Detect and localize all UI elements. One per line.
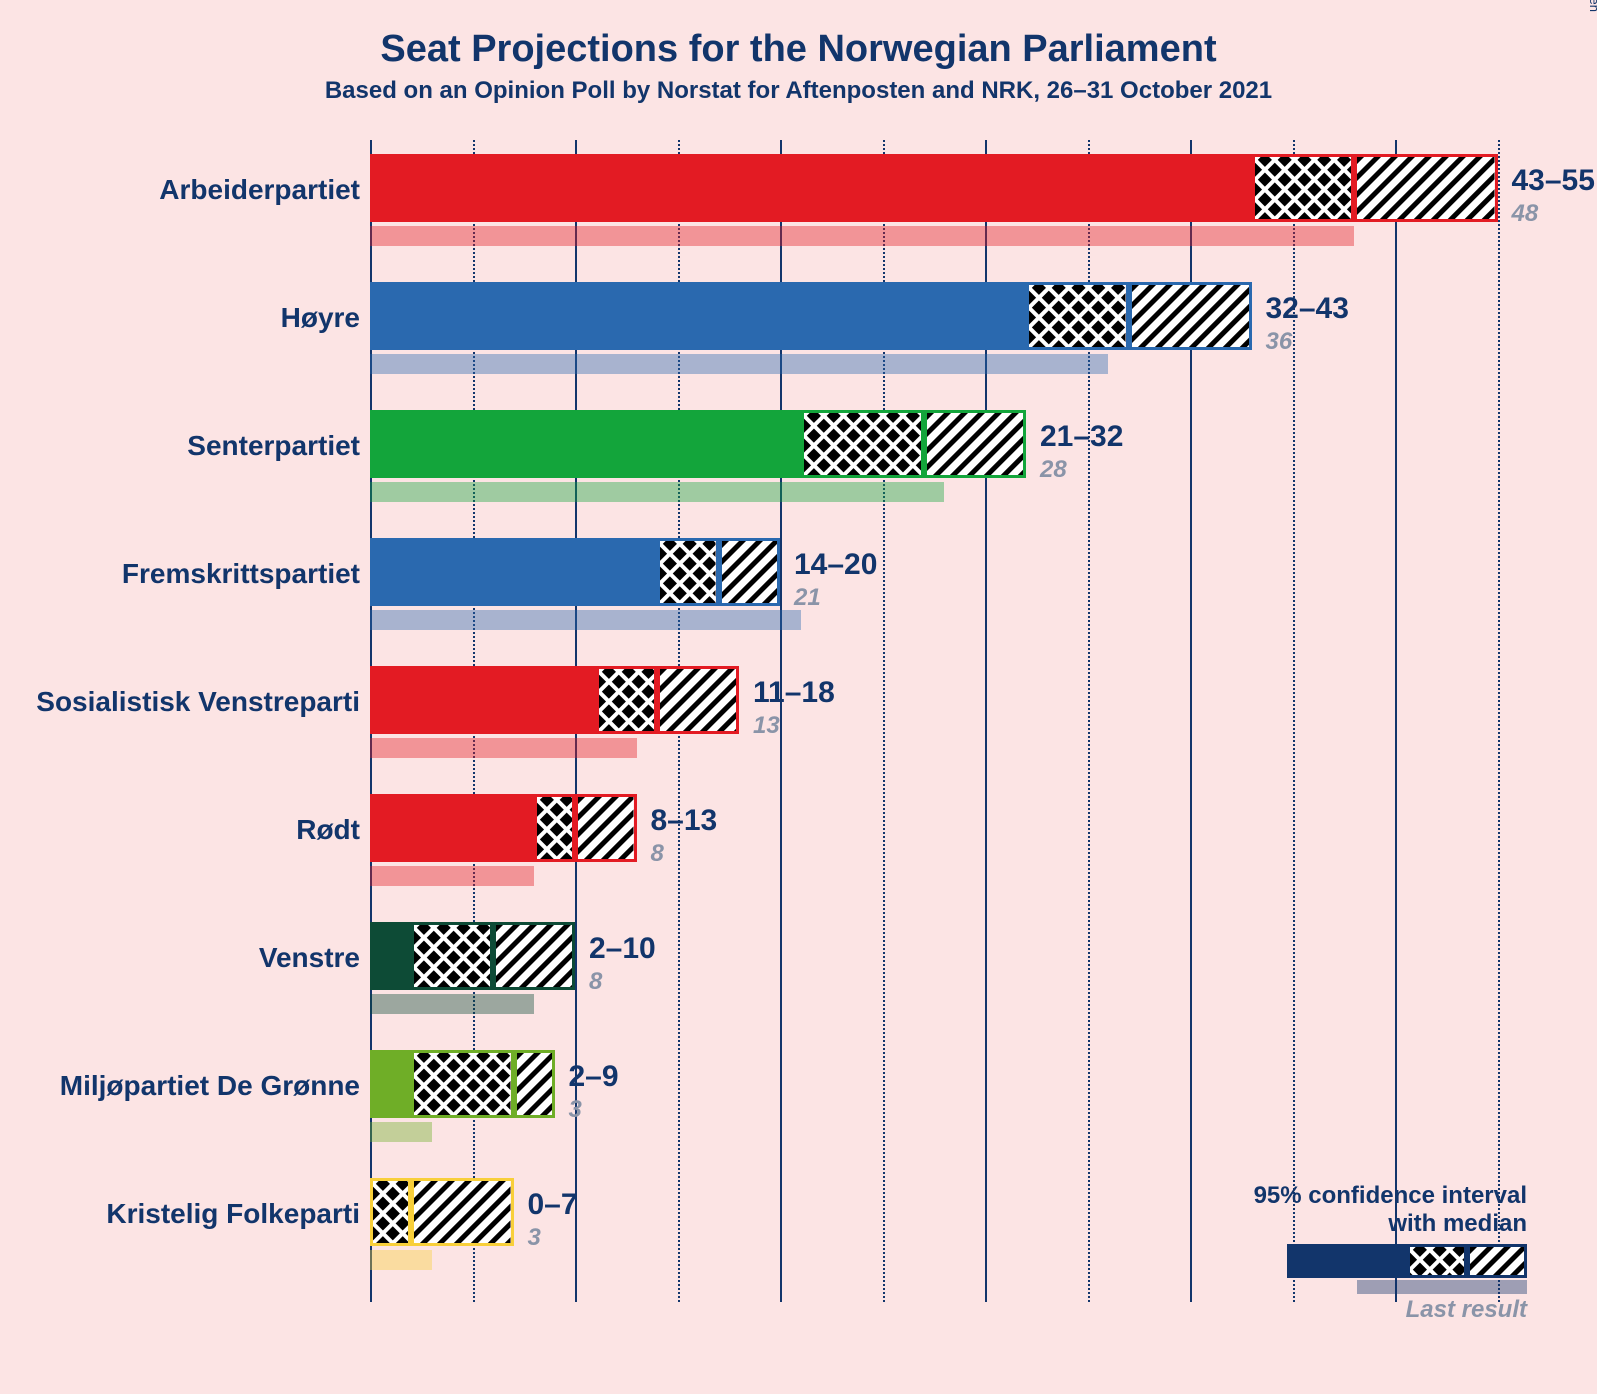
legend: 95% confidence interval with median Last…: [1254, 1182, 1527, 1324]
last-label: 8: [589, 968, 602, 996]
bar-ci-low: [370, 410, 801, 478]
party-row: Arbeiderpartiet 43–5548: [0, 150, 1597, 260]
bar-ci-low: [370, 922, 411, 990]
bar-diag: [514, 1050, 555, 1118]
last-label: 48: [1512, 200, 1539, 228]
bar-ci-low: [370, 538, 657, 606]
legend-bar-last: [1357, 1280, 1527, 1294]
bar-last-result: [370, 994, 534, 1014]
party-label: Arbeiderpartiet: [159, 174, 360, 206]
party-label: Kristelig Folkeparti: [106, 1198, 360, 1230]
party-row: Fremskrittspartiet 14–2021: [0, 534, 1597, 644]
last-label: 13: [753, 712, 780, 740]
range-label: 0–7: [528, 1188, 578, 1222]
range-label: 2–10: [589, 932, 656, 966]
range-label: 43–55: [1512, 164, 1595, 198]
bar-diag: [719, 538, 781, 606]
bar-diag: [1467, 1244, 1527, 1278]
party-label: Rødt: [296, 814, 360, 846]
bar-ci-low: [370, 282, 1026, 350]
credit-text: © 2025 Filip van Laenen: [1587, 0, 1597, 12]
party-label: Senterpartiet: [187, 430, 360, 462]
page-subtitle: Based on an Opinion Poll by Norstat for …: [0, 77, 1597, 105]
bar-ci-low: [370, 794, 534, 862]
bar-ci-low: [370, 1050, 411, 1118]
party-label: Høyre: [281, 302, 360, 334]
last-label: 21: [794, 584, 821, 612]
party-row: Høyre 32–4336: [0, 278, 1597, 388]
bar-last-result: [370, 866, 534, 886]
bar-cross: [370, 1178, 411, 1246]
bar-last-result: [370, 482, 944, 502]
bar-cross: [1407, 1244, 1467, 1278]
range-label: 32–43: [1266, 292, 1349, 326]
party-row: Senterpartiet 21–3228: [0, 406, 1597, 516]
bar-cross: [1026, 282, 1129, 350]
party-label: Sosialistisk Venstreparti: [36, 686, 360, 718]
legend-sample: [1287, 1244, 1527, 1294]
range-label: 21–32: [1040, 420, 1123, 454]
party-label: Miljøpartiet De Grønne: [60, 1070, 360, 1102]
party-label: Venstre: [259, 942, 360, 974]
legend-last-label: Last result: [1254, 1296, 1527, 1324]
bar-last-result: [370, 226, 1354, 246]
range-label: 8–13: [651, 804, 718, 838]
bar-diag: [1129, 282, 1252, 350]
bar-ci-low: [370, 666, 596, 734]
bar-cross: [411, 922, 493, 990]
range-label: 11–18: [753, 676, 835, 710]
party-row: Venstre 2–108: [0, 918, 1597, 1028]
bar-cross: [657, 538, 719, 606]
party-row: Miljøpartiet De Grønne 2–93: [0, 1046, 1597, 1156]
bar-last-result: [370, 610, 801, 630]
bar-last-result: [370, 1122, 432, 1142]
bar-last-result: [370, 354, 1108, 374]
bar-diag: [1354, 154, 1498, 222]
bar-cross: [596, 666, 658, 734]
bar-diag: [493, 922, 575, 990]
legend-bar-solid: [1287, 1244, 1407, 1278]
last-label: 3: [569, 1096, 582, 1124]
bar-diag: [575, 794, 637, 862]
range-label: 14–20: [794, 548, 877, 582]
bar-diag: [411, 1178, 514, 1246]
last-label: 28: [1040, 456, 1067, 484]
bar-diag: [657, 666, 739, 734]
seat-projection-chart: Arbeiderpartiet 43–5548 Høyre 32–4336 Senter…: [0, 140, 1597, 1340]
bar-cross: [534, 794, 575, 862]
bar-cross: [801, 410, 924, 478]
legend-line2: with median: [1254, 1210, 1527, 1238]
party-row: Sosialistisk Venstreparti 11–1813: [0, 662, 1597, 772]
legend-line1: 95% confidence interval: [1254, 1182, 1527, 1210]
range-label: 2–9: [569, 1060, 619, 1094]
page-title: Seat Projections for the Norwegian Parli…: [0, 0, 1597, 71]
bar-last-result: [370, 1250, 432, 1270]
last-label: 8: [651, 840, 664, 868]
bar-cross: [411, 1050, 514, 1118]
party-label: Fremskrittspartiet: [122, 558, 360, 590]
bar-last-result: [370, 738, 637, 758]
party-row: Rødt 8–138: [0, 790, 1597, 900]
bar-ci-low: [370, 154, 1252, 222]
last-label: 3: [528, 1224, 541, 1252]
bar-diag: [924, 410, 1027, 478]
bar-cross: [1252, 154, 1355, 222]
last-label: 36: [1266, 328, 1293, 356]
